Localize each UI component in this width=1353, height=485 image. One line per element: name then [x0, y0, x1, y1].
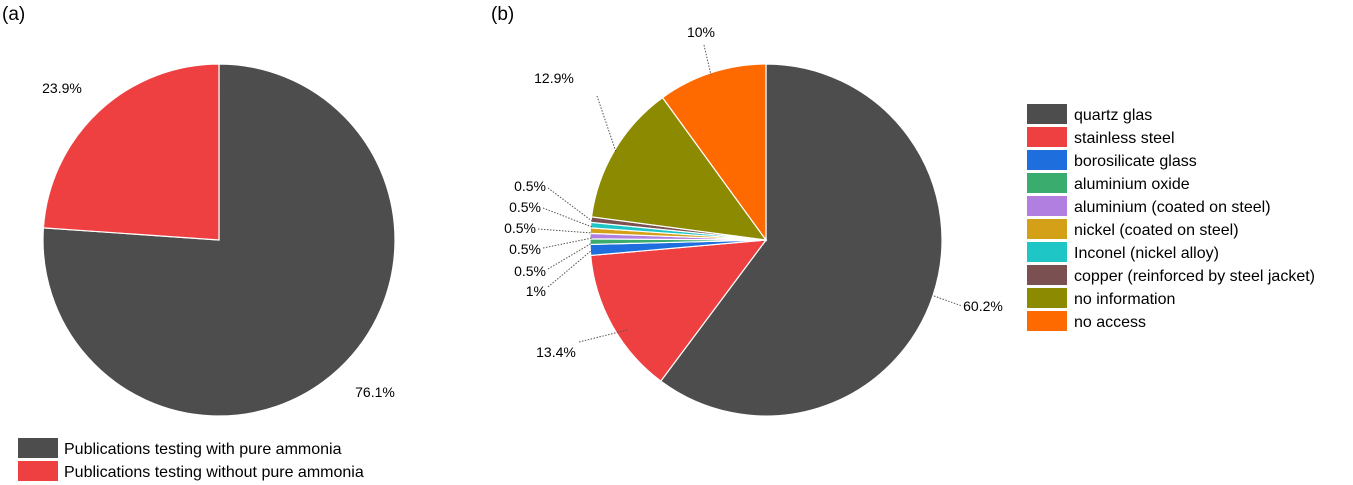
leader-line [547, 187, 593, 222]
leader-line [537, 228, 593, 234]
legend-swatch [1027, 288, 1067, 308]
pie-slice [659, 63, 943, 417]
slice-percent-label: 76.1% [355, 384, 395, 400]
pie-slice [590, 96, 768, 241]
slice-percent-label: 1% [526, 283, 546, 299]
slice-percent-label: 0.5% [514, 263, 546, 279]
legend-label: Inconel (nickel alloy) [1074, 245, 1219, 262]
pie-slice [590, 239, 768, 382]
legend-swatch [1027, 311, 1067, 331]
legend-label: Publications testing without pure ammoni… [64, 464, 364, 481]
legend-label: no information [1074, 291, 1175, 308]
legend-label: borosilicate glass [1074, 153, 1197, 170]
legend-swatch [1027, 104, 1067, 124]
legend-swatch [1027, 242, 1067, 262]
legend-swatch [1027, 127, 1067, 147]
legend-a: Publications testing with pure ammonia Pu… [18, 438, 364, 481]
legend-label: no access [1074, 314, 1146, 331]
slice-percent-label: 12.9% [534, 70, 574, 86]
leader-line [547, 242, 593, 270]
slice-percent-label: 0.5% [504, 220, 536, 236]
slice-percent-label: 0.5% [514, 178, 546, 194]
leader-line [596, 95, 617, 153]
legend-swatch [1027, 196, 1067, 216]
legend-label: quartz glas [1074, 107, 1152, 124]
slice-percent-label: 0.5% [509, 241, 541, 257]
pie-chart-b: 60.2% 13.4% 1% 0.5% 0.5% 0.5% 0.5% 0.5% 12.9% 10% [504, 24, 1003, 417]
slice-percent-label: 23.9% [42, 80, 82, 96]
pie-slice [661, 63, 767, 242]
leader-line [542, 237, 593, 249]
pie-chart-a: 76.1% 23.9% [42, 63, 396, 417]
pie-slice [42, 63, 220, 241]
legend-swatch [18, 438, 58, 458]
legend-b: quartz glas stainless steel borosilicate g… [1027, 104, 1315, 331]
leader-line [703, 44, 712, 76]
legend-label: stainless steel [1074, 130, 1175, 147]
leader-line [578, 329, 628, 343]
leader-line [542, 207, 593, 228]
leader-line [933, 295, 963, 307]
legend-label: aluminium (coated on steel) [1074, 199, 1271, 216]
legend-swatch [1027, 173, 1067, 193]
slice-percent-label: 13.4% [536, 344, 576, 360]
pie-slice [42, 63, 396, 417]
legend-label: Publications testing with pure ammonia [64, 441, 342, 458]
slice-percent-label: 10% [687, 24, 715, 40]
slice-percent-label: 0.5% [509, 199, 541, 215]
panel-label-b: (b) [491, 4, 514, 25]
legend-swatch [1027, 265, 1067, 285]
legend-label: nickel (coated on steel) [1074, 222, 1239, 239]
legend-swatch [1027, 150, 1067, 170]
panel-label-a: (a) [2, 4, 25, 25]
legend-swatch [1027, 219, 1067, 239]
legend-label: copper (reinforced by steel jacket) [1074, 268, 1315, 285]
slice-percent-label: 60.2% [963, 298, 1003, 314]
leader-line [547, 249, 593, 288]
legend-swatch [18, 461, 58, 481]
legend-label: aluminium oxide [1074, 176, 1190, 193]
